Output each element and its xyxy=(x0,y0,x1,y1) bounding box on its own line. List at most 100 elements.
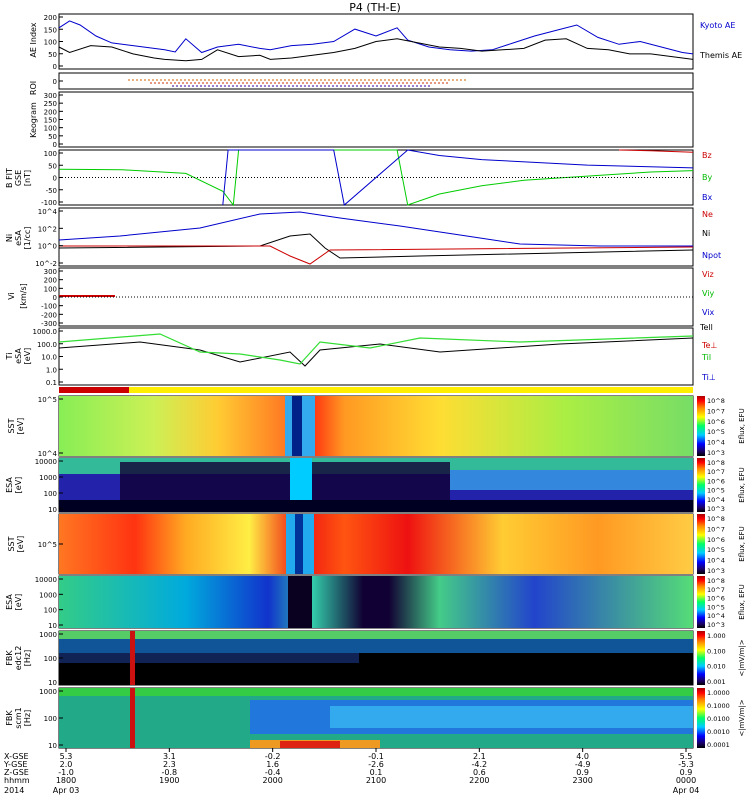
ylabel-ti-2: eSA xyxy=(14,348,23,364)
cbar-label-fbk1: <|mV/m|> xyxy=(738,639,746,676)
trace-ti-green xyxy=(58,333,694,365)
legend-kyoto: Kyoto AE xyxy=(700,21,735,30)
ytick-label-ti: 1.0 xyxy=(46,366,57,374)
frame-ti xyxy=(58,327,694,386)
coord-x-gse: -0.1 xyxy=(368,752,384,761)
ytick-label-sst2: 10^5 xyxy=(38,541,57,549)
cbar-tick-esa2: 10^6 xyxy=(707,595,725,603)
ytick-label-roi: 0 xyxy=(53,78,57,86)
fbk1-spike xyxy=(130,631,135,685)
xtick-label: 2000 xyxy=(262,776,282,785)
coord-z-gse: 0.1 xyxy=(370,768,383,777)
ytick-label-fbk2: 1000 xyxy=(39,688,57,696)
ytick-label-keogram: 200 xyxy=(44,108,57,116)
series-themis-ae xyxy=(58,38,694,62)
legend-npot: Npot xyxy=(702,251,721,260)
coord-x-gse: 2.1 xyxy=(473,752,486,761)
cbar-tick-fbk2: 0.0001 xyxy=(707,741,730,749)
cbar-tick-fbk1: 0.010 xyxy=(707,663,726,671)
fbk1-mid-band xyxy=(59,653,359,663)
esa2-background xyxy=(59,576,693,628)
ytick-label-fbk1: 100 xyxy=(44,655,57,663)
end-date: Apr 04 xyxy=(673,786,700,795)
ytick-label-vi: -300 xyxy=(41,320,57,328)
coord-x-gse: -0.2 xyxy=(265,752,281,761)
fbk2-bottom-core xyxy=(280,741,340,748)
tick-layer: 2001501005000300250200150100500100500-50… xyxy=(33,14,730,750)
coord-z-gse: -0.4 xyxy=(265,768,281,777)
esa1-bottom-line xyxy=(59,500,693,512)
ytick-label-ti: 1000.0 xyxy=(33,328,58,336)
ytick-label-esa2: 10000 xyxy=(35,576,57,584)
ytick-label-vi: 300 xyxy=(44,268,57,276)
fbk1-top-band xyxy=(59,631,693,639)
coord-row-label: Z-GSE xyxy=(4,768,29,777)
coord-x-gse: 4.0 xyxy=(576,752,589,761)
ylabel-esa1: ESA xyxy=(5,477,14,493)
legend-vix: Vix xyxy=(702,308,715,317)
esa1-right-band xyxy=(450,470,693,490)
ylabel-bfit-2: GSE xyxy=(14,170,23,186)
legend-viz: Viz xyxy=(702,270,714,279)
cbar-tick-esa1: 10^6 xyxy=(707,477,725,485)
ytick-label-keogram: 150 xyxy=(44,117,57,125)
ytick-label-bfit: -50 xyxy=(46,187,57,195)
frame-keogram xyxy=(58,91,694,148)
xtick-label: 2200 xyxy=(469,776,489,785)
ytick-label-ni: 10^2 xyxy=(38,225,57,233)
coord-y-gse: -2.6 xyxy=(368,760,384,769)
coord-x-gse: 3.1 xyxy=(163,752,176,761)
sst2-gap-core xyxy=(295,514,303,574)
ylabels: AE Index ROI Keogram B FIT GSE [nT] Ni e… xyxy=(5,22,38,729)
ytick-label-keogram: 50 xyxy=(48,133,57,141)
series-bz xyxy=(618,149,694,153)
ylabel-fbk2-3: [Hz] xyxy=(23,710,32,726)
ytick-label-ae: 100 xyxy=(44,39,57,47)
trace-ni-red xyxy=(59,245,694,265)
ytick-label-bfit: 0 xyxy=(53,175,57,183)
cbar-tick-sst1: 10^7 xyxy=(707,407,725,415)
spectrogram-fbk2 xyxy=(59,688,693,748)
cbar-tick-sst2: 10^4 xyxy=(707,557,725,565)
legend-til: Til xyxy=(701,353,711,362)
series-by xyxy=(58,149,694,207)
cbar-label-sst1: Eflux, EFU xyxy=(738,408,746,443)
ylabel-vi-2: [km/s] xyxy=(19,283,28,309)
ytick-label-keogram: 100 xyxy=(44,125,57,133)
ytick-label-keogram: 250 xyxy=(44,100,57,108)
ylabel-esa2-2: [eV] xyxy=(14,594,23,611)
cbar-tick-esa2: 10^7 xyxy=(707,586,725,594)
ytick-label-fbk2: 10 xyxy=(48,742,57,750)
sst1-background xyxy=(59,396,693,456)
ylabel-fbk1-3: [Hz] xyxy=(23,650,32,666)
status-bar-red xyxy=(59,387,129,393)
ytick-label-vi: 0 xyxy=(53,294,57,302)
cbar-tick-sst2: 10^7 xyxy=(707,525,725,533)
ytick-label-ni: 10^0 xyxy=(38,243,57,251)
ylabel-sst1: SST xyxy=(7,418,16,433)
ytick-label-esa2: 10 xyxy=(48,622,57,630)
cbar-tick-esa2: 10^8 xyxy=(707,577,725,585)
ylabel-ae: AE Index xyxy=(29,22,38,57)
colorbar-sst2 xyxy=(697,514,705,574)
coord-x-gse: 5.5 xyxy=(680,752,693,761)
cbar-label-sst2: Eflux, EFU xyxy=(738,526,746,561)
fbk2-upper-band xyxy=(59,688,693,696)
cbar-label-fbk2: <|mV/m|> xyxy=(738,699,746,736)
esa1-gap xyxy=(290,458,312,512)
coord-z-gse: 0.6 xyxy=(473,768,486,777)
ytick-label-vi: -200 xyxy=(41,311,57,319)
ylabel-roi: ROI xyxy=(29,81,38,95)
cbar-tick-sst1: 10^5 xyxy=(707,428,725,436)
ytick-label-ni: 10^4 xyxy=(38,208,58,216)
cbar-tick-sst1: 10^6 xyxy=(707,418,725,426)
cbar-tick-esa2: 10^3 xyxy=(707,621,725,629)
ytick-label-keogram: 300 xyxy=(44,92,57,100)
ytick-label-ti: 10.0 xyxy=(41,354,57,362)
ytick-label-fbk2: 100 xyxy=(44,715,57,723)
spectrogram-sst2 xyxy=(59,514,693,574)
xtick-label: 1900 xyxy=(159,776,179,785)
legend-ne: Ne xyxy=(702,210,713,219)
coord-y-gse: -5.3 xyxy=(678,760,694,769)
ylabel-fbk1-2: edc12 xyxy=(14,646,23,671)
